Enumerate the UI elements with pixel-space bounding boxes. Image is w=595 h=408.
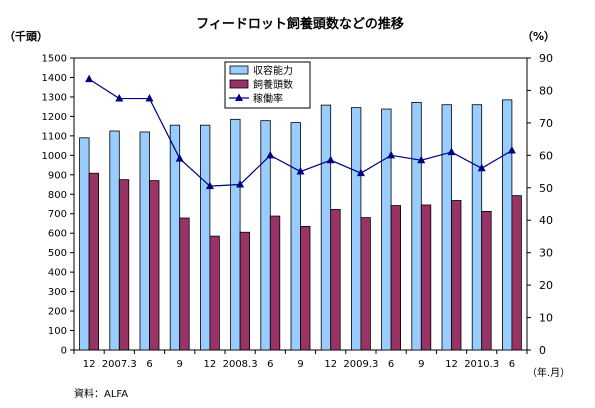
- x-tick-label: 2009.3: [343, 359, 378, 370]
- bar-headcount: [118, 179, 130, 351]
- bar-headcount: [179, 217, 190, 351]
- bar-capacity: [501, 99, 513, 351]
- right-tick-label: 90: [539, 52, 553, 65]
- utilization-point: [356, 168, 365, 177]
- left-tick-label: 1200: [42, 112, 67, 123]
- left-tick-label: 1300: [42, 92, 67, 103]
- utilization-point: [296, 167, 305, 175]
- x-tick-label: 12: [324, 359, 337, 370]
- bar-capacity: [230, 118, 241, 351]
- bar-capacity: [79, 137, 90, 351]
- bar-headcount: [390, 205, 402, 351]
- chart-title: フィードロット飼養頭数などの推移: [196, 16, 404, 32]
- bar-headcount: [511, 195, 522, 351]
- utilization-point: [85, 74, 94, 83]
- x-tick-label: 9: [177, 359, 183, 370]
- x-tick-label: 6: [267, 359, 273, 370]
- utilization-point: [205, 181, 214, 190]
- left-axis-unit: （千頭）: [4, 29, 48, 43]
- utilization-point: [145, 94, 154, 102]
- x-tick-label: 2010.3: [464, 359, 499, 370]
- legend-swatch: [229, 65, 249, 75]
- bar-capacity: [139, 131, 150, 351]
- utilization-point: [387, 150, 396, 159]
- right-axis-unit: （%）: [522, 30, 555, 43]
- utilization-point: [175, 154, 184, 162]
- utilization-point: [417, 155, 426, 164]
- x-tick-label: 2007.3: [102, 359, 137, 370]
- right-tick-label: 70: [539, 117, 553, 130]
- bar-headcount: [451, 200, 462, 351]
- utilization-point: [115, 94, 124, 102]
- bar-capacity: [109, 130, 120, 351]
- left-tick-label: 900: [48, 170, 67, 181]
- bar-headcount: [209, 235, 220, 351]
- utilization-point: [447, 147, 456, 156]
- bar-capacity: [381, 108, 392, 351]
- x-tick-label: 12: [204, 359, 217, 370]
- bar-headcount: [239, 231, 251, 351]
- utilization-point: [507, 145, 516, 154]
- left-tick-label: 1500: [42, 54, 67, 65]
- x-tick-label: 2008.3: [223, 359, 258, 370]
- bar-capacity: [320, 104, 332, 351]
- bar-headcount: [481, 210, 492, 351]
- bar-headcount: [300, 225, 311, 351]
- right-tick-label: 40: [539, 214, 553, 227]
- bar-capacity: [471, 104, 483, 351]
- left-tick-label: 100: [48, 326, 67, 337]
- left-tick-label: 200: [48, 307, 67, 318]
- left-tick-label: 300: [48, 287, 67, 298]
- right-tick-label: 60: [539, 149, 553, 162]
- utilization-point: [326, 155, 335, 164]
- right-tick-label: 50: [539, 182, 553, 195]
- plot-area: 0100200300400500600700800900100011001200…: [42, 52, 553, 370]
- bar-headcount: [360, 217, 371, 351]
- bar-headcount: [269, 215, 281, 351]
- right-tick-label: 0: [539, 344, 546, 357]
- x-tick-label: 6: [388, 359, 394, 370]
- left-tick-label: 800: [48, 190, 67, 201]
- x-tick-label: 6: [146, 359, 152, 370]
- right-tick-label: 10: [539, 312, 553, 325]
- legend-label: 収容能力: [253, 64, 293, 77]
- left-tick-label: 700: [48, 209, 67, 220]
- bar-capacity: [290, 122, 301, 351]
- legend-swatch: [229, 79, 249, 89]
- utilization-point: [236, 180, 245, 188]
- bar-headcount: [149, 180, 160, 351]
- x-tick-label: 9: [418, 359, 424, 370]
- bar-capacity: [411, 101, 422, 351]
- left-tick-label: 500: [48, 248, 67, 259]
- x-tick-label: 6: [509, 359, 515, 370]
- left-tick-label: 1400: [42, 73, 67, 84]
- left-tick-label: 400: [48, 268, 67, 279]
- source-note: 資料：ALFA: [74, 387, 128, 400]
- bar-capacity: [441, 104, 452, 351]
- right-tick-label: 30: [539, 247, 553, 260]
- left-tick-label: 0: [61, 346, 67, 357]
- legend-marker: [235, 93, 243, 101]
- left-tick-label: 1000: [42, 151, 67, 162]
- right-tick-label: 20: [539, 279, 553, 292]
- bar-capacity: [350, 107, 362, 351]
- x-tick-label: 9: [297, 359, 303, 370]
- x-tick-label: 12: [445, 359, 458, 370]
- left-tick-label: 600: [48, 229, 67, 240]
- right-tick-label: 80: [539, 84, 553, 97]
- bar-headcount: [330, 209, 341, 351]
- bar-capacity: [199, 124, 211, 351]
- legend-label: 稼働率: [253, 92, 283, 105]
- utilization-point: [477, 163, 486, 172]
- bar-headcount: [88, 172, 99, 351]
- left-tick-label: 1100: [42, 131, 67, 142]
- legend-label: 飼養頭数: [253, 78, 293, 91]
- utilization-point: [266, 150, 275, 159]
- bar-headcount: [420, 204, 432, 351]
- x-axis-unit: （年.月）: [527, 366, 570, 379]
- x-tick-label: 12: [83, 359, 96, 370]
